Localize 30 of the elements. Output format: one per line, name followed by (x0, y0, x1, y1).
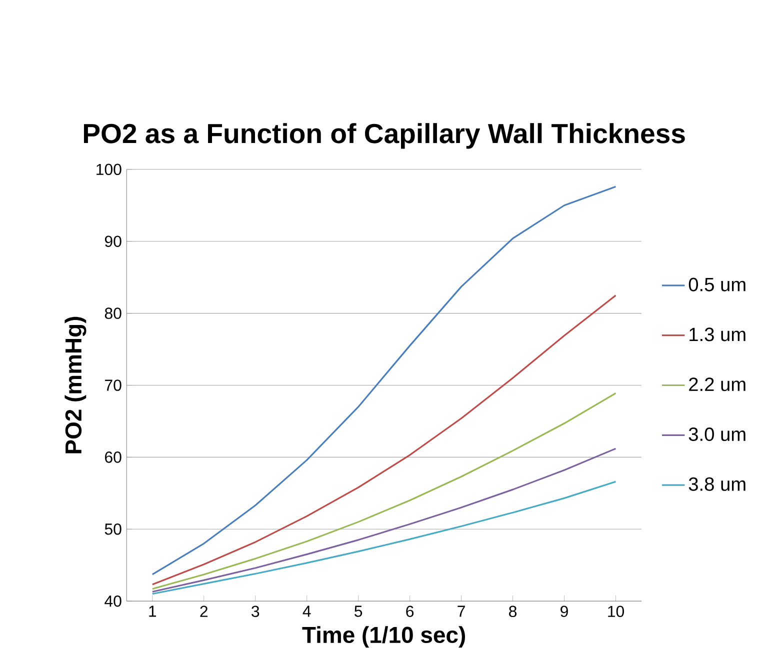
y-tick-label: 40 (104, 595, 122, 607)
line-series (152, 294, 617, 586)
x-tick-label: 10 (608, 606, 624, 617)
x-tick-label: 2 (200, 606, 208, 617)
y-tick-label: 70 (105, 380, 122, 391)
line-series (152, 480, 617, 595)
y-tick-label: 90 (104, 236, 122, 247)
x-tick-label: 9 (560, 606, 568, 617)
legend-label: 3.0 um (688, 427, 746, 441)
line-series (152, 448, 617, 592)
y-tick-label: 80 (104, 308, 122, 319)
y-tick-label: 60 (105, 451, 122, 463)
x-tick-label: 7 (458, 606, 465, 617)
legend-label: 2.2 um (689, 378, 746, 392)
chart-title: PO2 as a Function of Capillary Wall Thickness (84, 123, 685, 149)
line-series (152, 186, 617, 576)
x-tick-label: 6 (406, 606, 414, 617)
x-tick-label: 5 (354, 606, 362, 617)
y-axis-title: PO2 (mmHg) (64, 316, 86, 454)
x-tick-label: 8 (509, 606, 517, 617)
legend-label: 3.8 um (688, 477, 746, 491)
y-tick-label: 100 (96, 164, 122, 175)
x-tick-label: 4 (302, 606, 311, 617)
x-tick-label: 1 (149, 606, 156, 617)
x-tick-label: 3 (252, 606, 260, 617)
x-axis-title: Time (1/10 sec) (302, 626, 465, 648)
y-tick-label: 50 (104, 523, 122, 535)
line-series (152, 392, 617, 590)
legend-label: 0.5 um (688, 278, 746, 292)
legend-label: 1.3 um (690, 328, 746, 342)
